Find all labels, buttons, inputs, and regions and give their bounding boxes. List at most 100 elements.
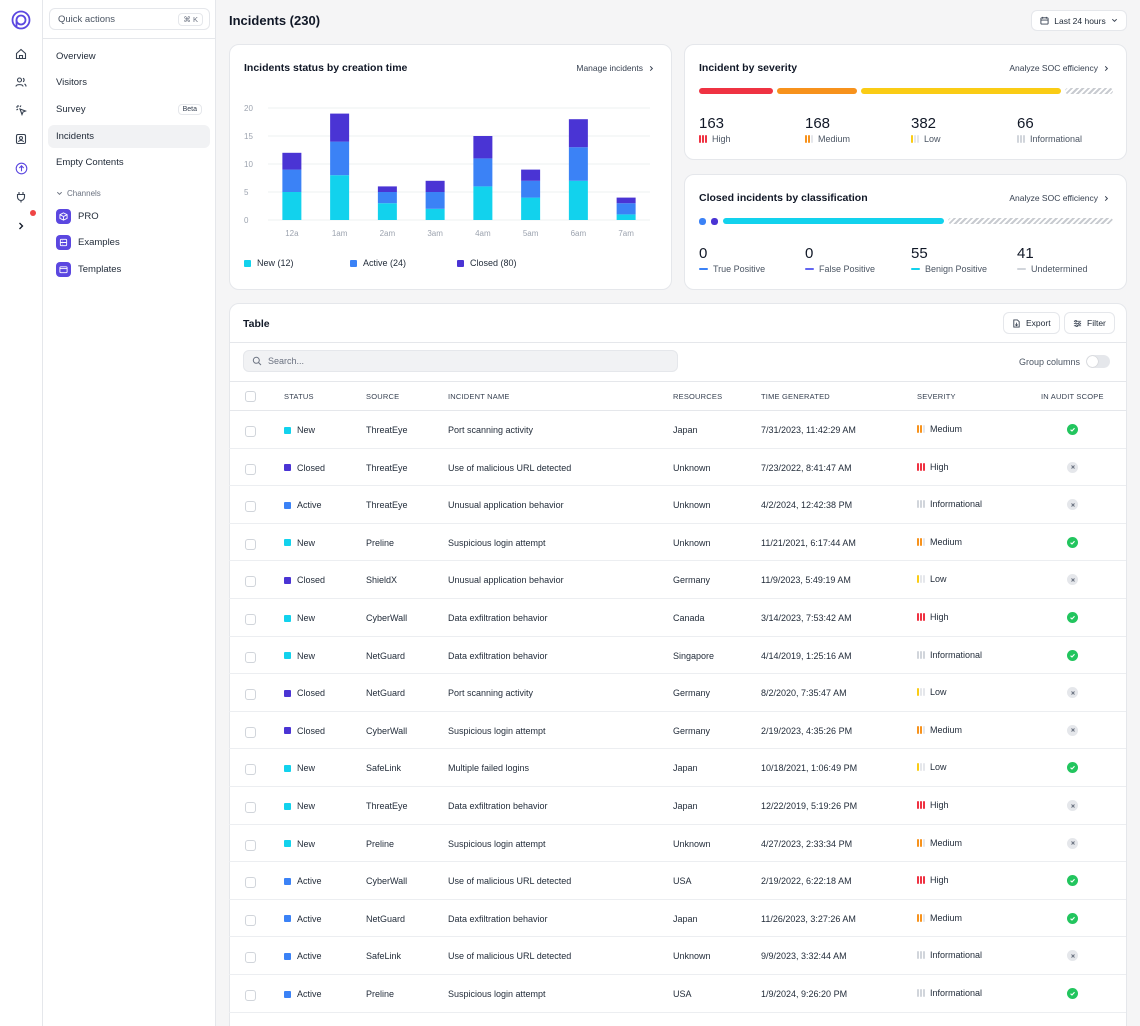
row-checkbox[interactable] [245,839,256,851]
plug-icon[interactable] [12,188,30,206]
resources-cell: Singapore [673,650,715,661]
table-row[interactable]: New CyberWall Data exfiltration behavior Ca… [229,599,1126,637]
bar-segment-new[interactable] [330,175,350,220]
column-header-incident-name[interactable]: INCIDENT NAME [448,392,510,401]
table-row[interactable]: New Preline Suspicious login attempt Unknow… [229,524,1126,562]
bar-segment-closed[interactable] [616,197,636,204]
row-checkbox[interactable] [245,614,256,625]
table-row[interactable]: New ThreatEye Data exfiltration behavior Ja… [229,787,1126,825]
manage-incidents-link[interactable]: Manage incidents [576,63,655,73]
bar-segment-active[interactable] [425,192,445,209]
table-row[interactable] [229,1013,1126,1026]
table-row[interactable]: Closed ThreatEye Use of malicious URL dete… [229,449,1126,487]
legend-swatch-active [350,259,357,267]
bar-segment-new[interactable] [568,180,588,220]
row-checkbox[interactable] [245,463,256,475]
x-circle-icon [1067,950,1078,962]
sidebar-item-survey[interactable]: Survey Beta [48,98,210,121]
severity-medium-icon [917,838,925,847]
row-checkbox[interactable] [245,651,256,663]
incident-name-cell: Multiple failed logins [448,763,530,774]
row-checkbox[interactable] [245,689,256,701]
row-checkbox[interactable] [245,764,256,776]
bar-segment-active[interactable] [377,192,397,204]
row-checkbox[interactable] [245,877,256,889]
column-header-status[interactable]: STATUS [284,392,314,401]
bar-segment-new[interactable] [616,214,636,220]
row-checkbox[interactable] [245,426,256,437]
sidebar-item-empty-contents[interactable]: Empty Contents [48,151,210,174]
check-circle-icon [1067,988,1078,999]
channel-item-pro[interactable]: PRO [56,209,99,224]
bar-segment-closed[interactable] [330,113,350,142]
bar-segment-active[interactable] [568,147,588,181]
row-checkbox[interactable] [245,802,256,813]
table-row[interactable]: New SafeLink Multiple failed logins Japan 10… [229,749,1126,787]
table-row[interactable]: Active CyberWall Use of malicious URL dete… [229,862,1126,900]
logo-icon[interactable] [11,10,31,30]
users-icon[interactable] [12,73,30,91]
bar-segment-new[interactable] [377,203,397,220]
group-columns-toggle[interactable] [1086,355,1111,368]
analyze-soc-link[interactable]: Analyze SOC efficiency [1009,63,1110,73]
filter-button[interactable]: Filter [1064,312,1115,334]
row-checkbox[interactable] [245,914,256,926]
home-icon[interactable] [12,45,30,63]
bar-segment-new[interactable] [282,192,302,220]
bar-segment-closed[interactable] [377,186,397,192]
column-header-resources[interactable]: RESOURCES [673,392,723,401]
severity-cell: Informational [917,950,982,960]
table-row[interactable]: Active SafeLink Use of malicious URL detec… [229,937,1126,975]
circle-arrow-up-icon[interactable] [12,159,30,177]
search-input[interactable] [268,356,648,366]
column-header-source[interactable]: SOURCE [366,392,400,401]
sidebar-item-visitors[interactable]: Visitors [48,71,210,94]
bar-segment-active[interactable] [521,180,541,198]
row-checkbox[interactable] [245,726,256,738]
channel-item-templates[interactable]: Templates [56,262,121,277]
table-row[interactable]: Closed NetGuard Port scanning activity Germ… [229,674,1126,712]
bar-segment-active[interactable] [473,158,493,187]
bar-segment-closed[interactable] [282,152,302,170]
select-all-checkbox[interactable] [245,391,256,402]
bar-segment-new[interactable] [425,208,445,220]
source-cell: ThreatEye [366,425,408,435]
contact-card-icon[interactable] [12,130,30,148]
table-row[interactable]: Active ThreatEye Unusual application behav… [229,486,1126,524]
row-checkbox[interactable] [245,952,256,964]
export-button[interactable]: Export [1003,312,1060,334]
table-row[interactable]: New NetGuard Data exfiltration behavior Sin… [229,637,1126,675]
date-range-dropdown[interactable]: Last 24 hours [1031,10,1127,31]
bar-segment-closed[interactable] [568,119,588,148]
table-row[interactable]: New ThreatEye Port scanning activity Japan 7… [229,411,1126,449]
row-checkbox[interactable] [245,576,256,588]
table-row[interactable]: Active NetGuard Data exfiltration behavior… [229,900,1126,938]
table-row[interactable]: Active Preline Suspicious login attempt USA… [229,975,1126,1013]
bar-segment-new[interactable] [473,186,493,220]
search-field[interactable] [243,350,678,372]
cursor-click-icon[interactable] [12,101,30,119]
row-checkbox[interactable] [245,990,256,1001]
quick-actions-button[interactable]: Quick actions ⌘ K [49,8,210,30]
row-checkbox[interactable] [245,538,256,550]
bar-segment-closed[interactable] [425,180,445,192]
bar-segment-closed[interactable] [521,169,541,181]
bar-segment-active[interactable] [330,141,350,176]
column-header-in-audit-scope[interactable]: IN AUDIT SCOPE [1041,392,1104,401]
channel-item-examples[interactable]: Examples [56,235,120,250]
bar-segment-closed[interactable] [473,136,493,159]
sidebar-item-incidents[interactable]: Incidents [48,125,210,148]
column-header-severity[interactable]: SEVERITY [917,392,956,401]
row-checkbox[interactable] [245,501,256,513]
bar-segment-active[interactable] [282,169,302,192]
table-row[interactable]: Closed CyberWall Suspicious login attempt G… [229,712,1126,750]
column-header-time-generated[interactable]: TIME GENERATED [761,392,830,401]
analyze-soc-link[interactable]: Analyze SOC efficiency [1009,193,1110,203]
channels-toggle[interactable]: Channels [56,189,101,198]
table-row[interactable]: Closed ShieldX Unusual application behavio… [229,561,1126,599]
chevron-right-icon[interactable] [12,217,30,235]
sidebar-item-overview[interactable]: Overview [48,45,210,68]
bar-segment-new[interactable] [521,197,541,220]
bar-segment-active[interactable] [616,203,636,215]
table-row[interactable]: New Preline Suspicious login attempt Unknow… [229,825,1126,863]
